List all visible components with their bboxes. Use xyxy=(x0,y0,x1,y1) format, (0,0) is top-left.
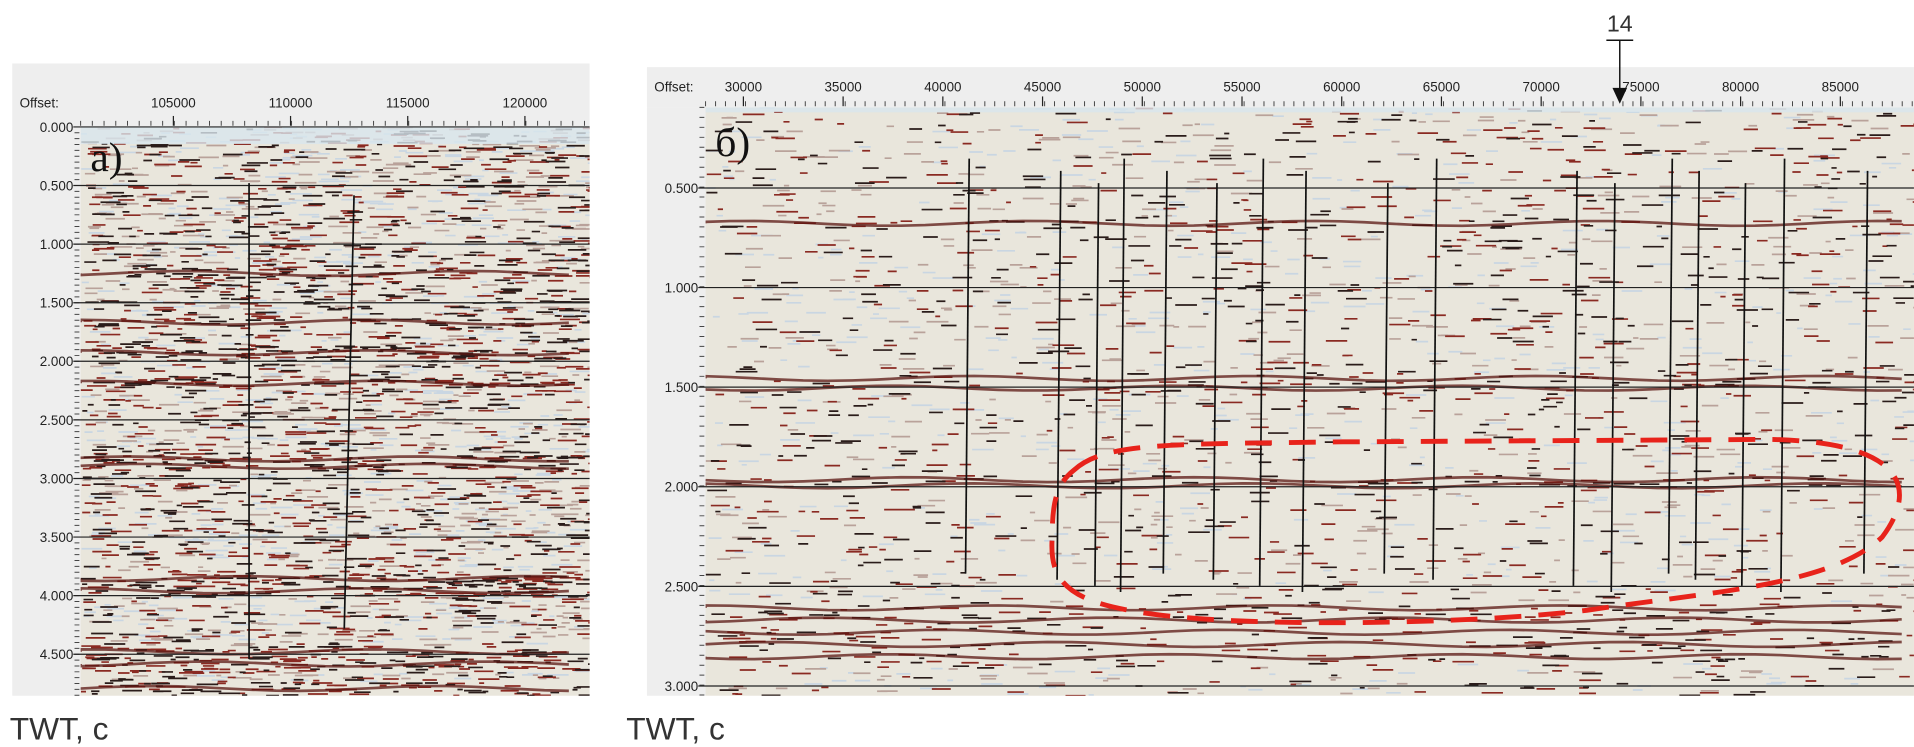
y-axis-label: TWT, с xyxy=(10,711,109,747)
x-tick-label: 110000 xyxy=(269,95,313,110)
y-tick-label: 0.500 xyxy=(40,178,74,193)
x-tick-label: 35000 xyxy=(824,80,861,95)
y-tick-label: 3.000 xyxy=(665,679,699,694)
y-tick-label: 2.500 xyxy=(40,413,74,428)
seismic-image xyxy=(706,107,1914,695)
depth-ruler xyxy=(12,127,80,696)
y-tick-label: 3.000 xyxy=(40,471,74,486)
x-tick-label: 45000 xyxy=(1024,80,1061,95)
x-tick-label: 40000 xyxy=(924,80,961,95)
x-tick-label: 105000 xyxy=(151,95,196,110)
y-tick-label: 1.000 xyxy=(665,280,699,295)
x-tick-label: 75000 xyxy=(1622,80,1659,95)
sea-floor-water xyxy=(81,127,590,144)
x-tick-label: 30000 xyxy=(725,80,762,95)
y-tick-label: 2.000 xyxy=(665,480,699,495)
x-tick-label: 115000 xyxy=(386,95,430,110)
figure: Offset: 105000 110000 115000 120000 0.000 0.50… xyxy=(0,0,1914,747)
sea-floor-water xyxy=(706,107,1914,112)
y-tick-label: 0.500 xyxy=(665,181,699,196)
y-tick-label: 4.000 xyxy=(40,589,74,604)
x-tick-label: 65000 xyxy=(1423,80,1460,95)
x-tick-label: 85000 xyxy=(1822,80,1859,95)
y-tick-label: 2.500 xyxy=(665,579,699,594)
seismic-panel: Offset: 105000 110000 115000 120000 0.000 0.50… xyxy=(10,63,609,746)
offset-label: Offset: xyxy=(654,80,693,95)
y-tick-label: 1.500 xyxy=(40,296,74,311)
x-tick-label: 60000 xyxy=(1323,80,1360,95)
y-tick-label: 3.500 xyxy=(40,530,74,545)
offset-label: Offset: xyxy=(20,95,59,110)
x-tick-label: 80000 xyxy=(1722,80,1759,95)
seismic-panel: Offset: 30000 35000 40000 45000 50000 55000 600… xyxy=(626,11,1914,747)
y-tick-label: 4.500 xyxy=(40,647,74,662)
y-tick-label: 2.000 xyxy=(40,354,74,369)
panel-label: а) xyxy=(90,134,122,181)
panel-label: б) xyxy=(715,119,750,166)
y-tick-label: 0.000 xyxy=(40,120,74,135)
y-tick-label: 1.500 xyxy=(665,380,699,395)
y-axis-label: TWT, с xyxy=(626,711,725,747)
x-tick-label: 50000 xyxy=(1124,80,1161,95)
x-tick-label: 120000 xyxy=(503,95,548,110)
x-tick-label: 55000 xyxy=(1223,80,1260,95)
well-marker-label: 14 xyxy=(1607,11,1633,37)
y-tick-label: 1.000 xyxy=(40,237,74,252)
x-tick-label: 70000 xyxy=(1523,80,1560,95)
page: Offset: 105000 110000 115000 120000 0.000 0.50… xyxy=(0,0,1914,747)
